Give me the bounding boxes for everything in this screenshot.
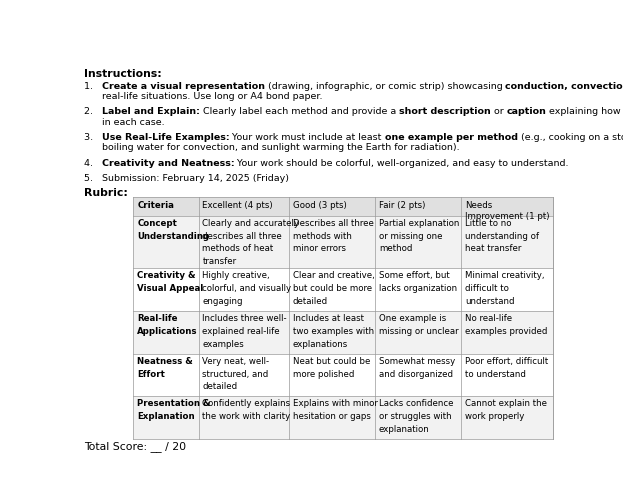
Bar (133, 396, 553, 439)
Text: Concept
Understanding: Concept Understanding (137, 219, 209, 240)
Text: Neatness &
Effort: Neatness & Effort (137, 357, 193, 379)
Text: Clearly label each method and provide a: Clearly label each method and provide a (199, 107, 399, 116)
Text: caption: caption (506, 107, 546, 116)
Text: Total Score: __ / 20: Total Score: __ / 20 (83, 441, 186, 452)
Text: Highly creative,
colorful, and visually
engaging: Highly creative, colorful, and visually … (202, 272, 292, 306)
Text: Clearly and accurately
describes all three
methods of heat
transfer: Clearly and accurately describes all thr… (202, 219, 300, 266)
Text: explaining how heat transfer occurs: explaining how heat transfer occurs (546, 107, 623, 116)
Text: Rubric:: Rubric: (83, 188, 128, 198)
Text: Real-life
Applications: Real-life Applications (137, 314, 197, 336)
Text: Cannot explain the
work properly: Cannot explain the work properly (465, 399, 547, 421)
Text: Create a visual representation: Create a visual representation (102, 82, 265, 91)
Text: One example is
missing or unclear: One example is missing or unclear (379, 314, 459, 336)
Text: Your work must include at least: Your work must include at least (229, 133, 385, 142)
Text: boiling water for convection, and sunlight warming the Earth for radiation).: boiling water for convection, and sunlig… (83, 143, 459, 152)
Text: Presentation &
Explanation: Presentation & Explanation (137, 399, 211, 421)
Text: Clear and creative,
but could be more
detailed: Clear and creative, but could be more de… (293, 272, 374, 306)
Text: (drawing, infographic, or comic strip) showcasing: (drawing, infographic, or comic strip) s… (265, 82, 505, 91)
Text: (e.g., cooking on a stove for conduction,: (e.g., cooking on a stove for conduction… (518, 133, 623, 142)
Text: in each case.: in each case. (83, 117, 164, 127)
Text: Very neat, well-
structured, and
detailed: Very neat, well- structured, and detaile… (202, 357, 270, 392)
Text: Needs
Improvement (1 pt): Needs Improvement (1 pt) (465, 201, 549, 221)
Text: No real-life
examples provided: No real-life examples provided (465, 314, 547, 336)
Text: Somewhat messy
and disorganized: Somewhat messy and disorganized (379, 357, 455, 379)
Text: Use Real-Life Examples:: Use Real-Life Examples: (102, 133, 229, 142)
Text: Neat but could be
more polished: Neat but could be more polished (293, 357, 370, 379)
Text: Confidently explains
the work with clarity: Confidently explains the work with clari… (202, 399, 290, 421)
Text: real-life situations. Use long or A4 bond paper.: real-life situations. Use long or A4 bon… (83, 92, 322, 101)
Bar (133, 268, 553, 311)
Text: Describes all three
methods with
minor errors: Describes all three methods with minor e… (293, 219, 374, 254)
Text: Poor effort, difficult
to understand: Poor effort, difficult to understand (465, 357, 548, 379)
Text: Includes at least
two examples with
explanations: Includes at least two examples with expl… (293, 314, 374, 349)
Text: Minimal creativity,
difficult to
understand: Minimal creativity, difficult to underst… (465, 272, 545, 306)
Text: Instructions:: Instructions: (83, 69, 161, 79)
Text: 3.: 3. (83, 133, 102, 142)
Text: Little to no
understanding of
heat transfer: Little to no understanding of heat trans… (465, 219, 539, 254)
Text: 1.: 1. (83, 82, 102, 91)
Text: Good (3 pts): Good (3 pts) (293, 201, 346, 210)
Text: Label and Explain:: Label and Explain: (102, 107, 199, 116)
Text: 5.   Submission: February 14, 2025 (Friday): 5. Submission: February 14, 2025 (Friday… (83, 174, 288, 183)
Text: Your work should be colorful, well-organized, and easy to understand.: Your work should be colorful, well-organ… (234, 159, 569, 168)
Bar (133, 216, 553, 268)
Bar (133, 311, 553, 354)
Text: one example per method: one example per method (385, 133, 518, 142)
Text: Fair (2 pts): Fair (2 pts) (379, 201, 425, 210)
Text: Criteria: Criteria (137, 201, 174, 210)
Text: conduction, convection, and radiation: conduction, convection, and radiation (505, 82, 623, 91)
Text: 2.: 2. (83, 107, 102, 116)
Text: or: or (490, 107, 506, 116)
Text: Includes three well-
explained real-life
examples: Includes three well- explained real-life… (202, 314, 287, 349)
Text: Explains with minor
hesitation or gaps: Explains with minor hesitation or gaps (293, 399, 378, 421)
Text: Creativity &
Visual Appeal: Creativity & Visual Appeal (137, 272, 204, 293)
Text: Lacks confidence
or struggles with
explanation: Lacks confidence or struggles with expla… (379, 399, 454, 434)
Text: Creativity and Neatness:: Creativity and Neatness: (102, 159, 234, 168)
Text: Some effort, but
lacks organization: Some effort, but lacks organization (379, 272, 457, 293)
Bar (133, 198, 553, 216)
Text: 4.: 4. (83, 159, 102, 168)
Text: Partial explanation
or missing one
method: Partial explanation or missing one metho… (379, 219, 459, 254)
Bar (133, 354, 553, 396)
Text: Excellent (4 pts): Excellent (4 pts) (202, 201, 273, 210)
Text: short description: short description (399, 107, 490, 116)
